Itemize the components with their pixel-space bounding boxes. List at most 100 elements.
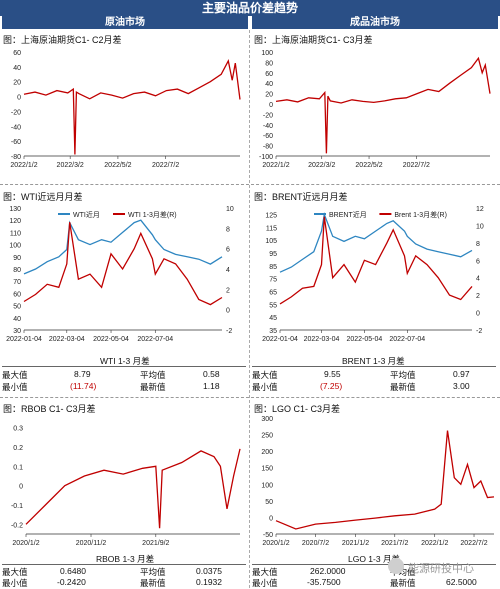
stats-min-label: 最小值 (2, 382, 28, 392)
legend-label-2: WTI 1-3月差(R) (128, 210, 177, 219)
stats-max-label: 最大值 (252, 567, 278, 577)
y-tick-label: 50 (265, 499, 273, 506)
y-tick-label: -0.2 (11, 522, 23, 529)
y-tick-label: 0 (269, 102, 273, 109)
stats-avg-value: 0.0375 (196, 566, 222, 576)
y-right-tick-label: 8 (226, 226, 230, 233)
y-right-tick-label: 10 (476, 223, 484, 230)
stats-min-value: -35.7500 (307, 577, 341, 587)
stats-brent: BRENT 1-3 月差 最大值 9.55 平均值 0.97 最小值 (7.25… (250, 355, 498, 395)
y-right-tick-label: 6 (226, 247, 230, 254)
series-line-1 (279, 211, 473, 273)
y-right-tick-label: 6 (476, 258, 480, 265)
y-tick-label: 120 (9, 218, 21, 225)
y-tick-label: 105 (265, 238, 277, 245)
y-tick-label: 80 (265, 60, 273, 67)
stats-avg-label: 平均值 (140, 370, 166, 380)
y-tick-label: -40 (11, 124, 21, 131)
panel-title-brent: 图：BRENT近远月月差 (254, 192, 348, 202)
stats-max-value: 8.79 (74, 369, 91, 379)
x-tick-label: 2022/7/2 (403, 162, 430, 169)
watermark-text: 能源研投中心 (408, 563, 474, 575)
y-tick-label: 90 (13, 255, 21, 262)
series-line-2 (279, 216, 473, 305)
y-tick-label: 75 (269, 277, 277, 284)
y-tick-label: -60 (263, 133, 273, 140)
y-tick-label: 55 (269, 302, 277, 309)
y-tick-label: 80 (13, 267, 21, 274)
y-right-tick-label: 10 (226, 206, 234, 213)
y-tick-label: 65 (269, 289, 277, 296)
x-tick-label: 2022-01-04 (6, 336, 42, 343)
x-tick-label: 2021/7/2 (381, 540, 408, 547)
y-tick-label: 110 (10, 230, 21, 237)
x-tick-label: 2020/7/2 (302, 540, 329, 547)
series-line-2 (23, 222, 223, 306)
x-tick-label: 2022-05-04 (346, 336, 382, 343)
panel-title-rbob: 图：RBOB C1- C3月差 (3, 404, 96, 414)
x-tick-label: 2021/9/2 (142, 540, 169, 547)
chart-sc-c1c3: -100 -80 -60 -40 -20 0 20 40 60 80 100 2022/1/2 2022… (259, 50, 491, 169)
y-tick-label: 40 (13, 65, 21, 72)
x-tick-label: 2022/5/2 (104, 162, 131, 169)
x-tick-label: 2020/11/2 (76, 540, 107, 547)
chart-lgo: -50 0 50 100 150 200 250 300 2020/1/2 2020/7/2 202… (261, 416, 495, 547)
y-tick-label: 0.1 (13, 464, 23, 471)
chart-sc-c1c2: -80 -60 -40 -20 0 20 40 60 2022/1/2 2022/3/2 2022/… (10, 50, 241, 169)
y-tick-label: 0 (269, 515, 273, 522)
stats-latest-label: 最新值 (390, 578, 416, 588)
series-line-1 (23, 58, 241, 155)
y-right-tick-label: 12 (476, 206, 484, 213)
stats-max-value: 0.6480 (60, 566, 86, 576)
y-tick-label: 300 (261, 416, 273, 423)
y-right-tick-label: 0 (226, 308, 230, 315)
stats-avg-label: 平均值 (390, 567, 416, 577)
stats-max-value: 9.55 (324, 369, 341, 379)
y-tick-label: 20 (13, 80, 21, 87)
stats-latest-label: 最新值 (140, 382, 166, 392)
series-line-1 (25, 448, 241, 529)
y-tick-label: 0 (17, 95, 21, 102)
x-tick-label: 2022-05-04 (93, 336, 129, 343)
y-tick-label: -20 (263, 112, 273, 119)
y-tick-label: 95 (269, 251, 277, 258)
y-tick-label: 130 (9, 206, 21, 213)
stats-rule (2, 366, 246, 367)
y-tick-label: 40 (265, 81, 273, 88)
panel-title-sc-c1c2: 图：上海原油期货C1- C2月差 (3, 35, 122, 45)
y-right-tick-label: -2 (226, 328, 232, 335)
y-tick-label: 60 (13, 291, 21, 298)
x-tick-label: 2020/1/2 (12, 540, 39, 547)
y-right-tick-label: 4 (476, 276, 480, 283)
y-tick-label: 45 (269, 315, 277, 322)
y-tick-label: 100 (9, 243, 21, 250)
y-tick-label: 100 (261, 50, 273, 57)
y-right-tick-label: 2 (226, 287, 230, 294)
y-tick-label: 125 (265, 212, 277, 219)
series-line-1 (275, 430, 495, 530)
y-tick-label: 200 (261, 449, 273, 456)
stats-latest-value: 0.1932 (196, 577, 222, 587)
y-tick-label: 100 (261, 482, 273, 489)
y-tick-label: 115 (266, 225, 277, 232)
stats-rbob: RBOB 1-3 月差 最大值 0.6480 平均值 0.0375 最小值 -0… (0, 553, 248, 588)
y-right-tick-label: 4 (226, 267, 230, 274)
y-tick-label: 35 (269, 328, 277, 335)
section-header-products: 成品油市场 (252, 16, 498, 29)
stats-title: WTI 1-3 月差 (100, 356, 150, 366)
y-tick-label: -100 (259, 154, 273, 161)
row-divider-2 (0, 397, 500, 398)
stats-avg-label: 平均值 (390, 370, 416, 380)
y-right-tick-label: -2 (476, 328, 482, 335)
y-tick-label: 0.3 (13, 426, 23, 433)
stats-rule (2, 564, 246, 565)
section-header-crude: 原油市场 (2, 16, 248, 29)
x-tick-label: 2022/5/2 (355, 162, 382, 169)
y-tick-label: 150 (261, 466, 273, 473)
y-tick-label: -40 (263, 123, 273, 130)
x-tick-label: 2022/7/2 (152, 162, 179, 169)
x-tick-label: 2022/1/2 (10, 162, 37, 169)
stats-title: BRENT 1-3 月差 (342, 356, 405, 366)
stats-min-value: (11.74) (70, 381, 97, 391)
stats-min-label: 最小值 (252, 382, 278, 392)
